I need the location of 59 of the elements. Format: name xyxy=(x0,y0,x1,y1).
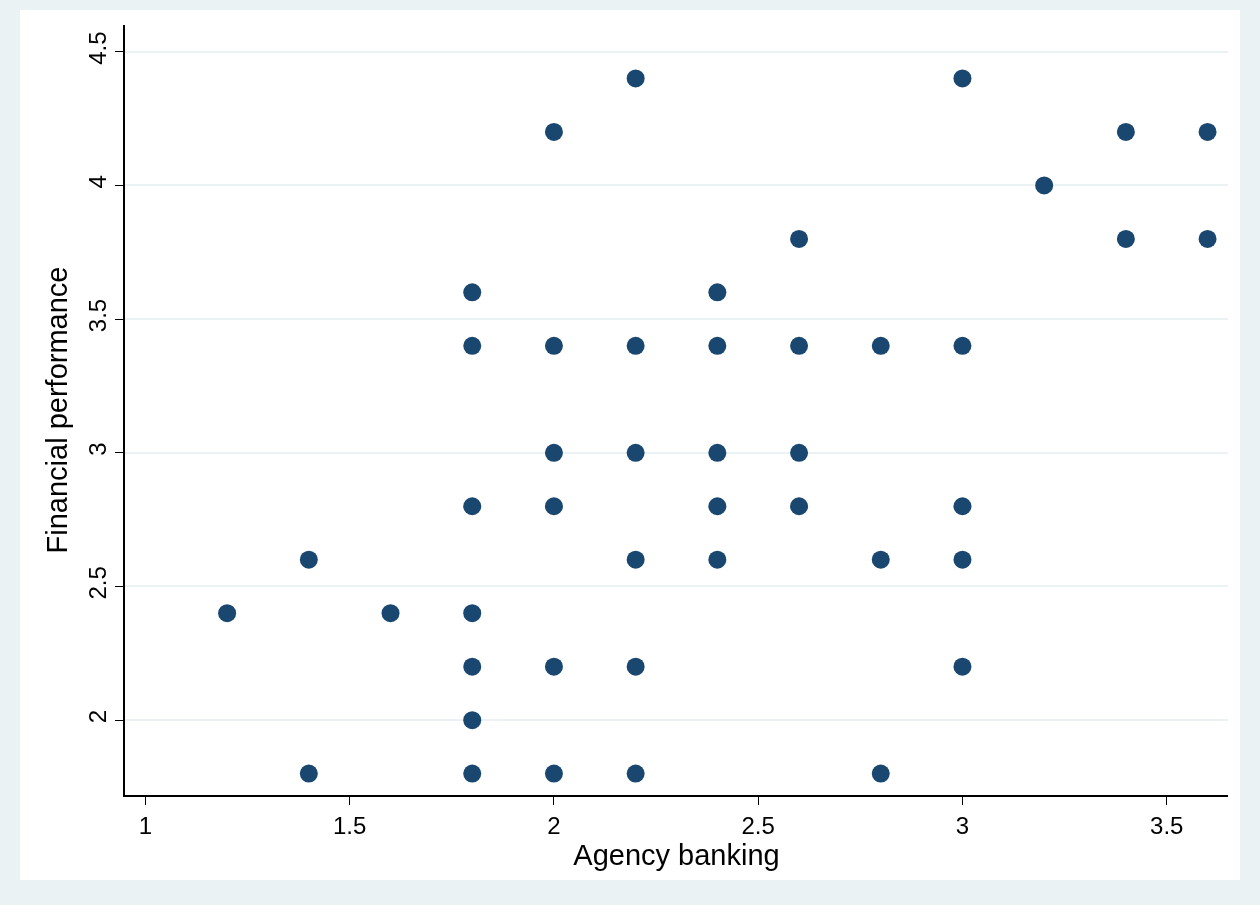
point xyxy=(381,604,400,623)
x-tick-label: 3.5 xyxy=(1150,811,1184,839)
y-tick-label: 4.5 xyxy=(83,31,111,65)
point xyxy=(790,443,809,462)
point xyxy=(218,604,237,623)
point xyxy=(463,657,482,676)
point xyxy=(626,443,645,462)
point xyxy=(790,229,809,248)
point xyxy=(953,497,972,516)
point xyxy=(871,336,890,355)
point xyxy=(463,497,482,516)
x-tick-label: 3 xyxy=(955,811,970,839)
y-tick-label: 2.5 xyxy=(83,566,111,600)
point xyxy=(544,336,563,355)
point xyxy=(544,657,563,676)
point xyxy=(463,336,482,355)
point xyxy=(463,604,482,623)
y-tick-label: 4 xyxy=(83,175,111,189)
point xyxy=(953,657,972,676)
point xyxy=(790,497,809,516)
point xyxy=(953,69,972,88)
point xyxy=(463,711,482,730)
point xyxy=(299,550,318,569)
x-tick-label: 1.5 xyxy=(333,811,367,839)
point xyxy=(544,122,563,141)
point xyxy=(626,69,645,88)
point xyxy=(626,336,645,355)
x-axis-title: Agency banking xyxy=(573,838,780,871)
point xyxy=(463,283,482,302)
point xyxy=(953,336,972,355)
y-tick-label: 3 xyxy=(83,442,111,456)
point xyxy=(626,550,645,569)
x-tick-label: 2.5 xyxy=(741,811,775,839)
y-axis-title: Financial performance xyxy=(40,266,73,554)
point xyxy=(1198,122,1217,141)
x-tick-label: 1 xyxy=(138,811,153,839)
point xyxy=(708,550,727,569)
x-tick-label: 2 xyxy=(547,811,561,839)
point xyxy=(1116,229,1135,248)
point xyxy=(708,336,727,355)
point xyxy=(871,550,890,569)
point xyxy=(953,550,972,569)
y-tick-label: 2 xyxy=(83,709,111,724)
point xyxy=(299,764,318,783)
point xyxy=(708,283,727,302)
point xyxy=(626,657,645,676)
point xyxy=(790,336,809,355)
point xyxy=(544,764,563,783)
point xyxy=(1198,229,1217,248)
y-tick-label: 3.5 xyxy=(83,298,111,333)
point xyxy=(1035,176,1054,195)
point xyxy=(708,443,727,462)
point xyxy=(626,764,645,783)
point xyxy=(463,764,482,783)
point xyxy=(708,497,727,516)
point xyxy=(544,443,563,462)
point xyxy=(544,497,563,516)
point xyxy=(871,764,890,783)
point xyxy=(1116,122,1135,141)
